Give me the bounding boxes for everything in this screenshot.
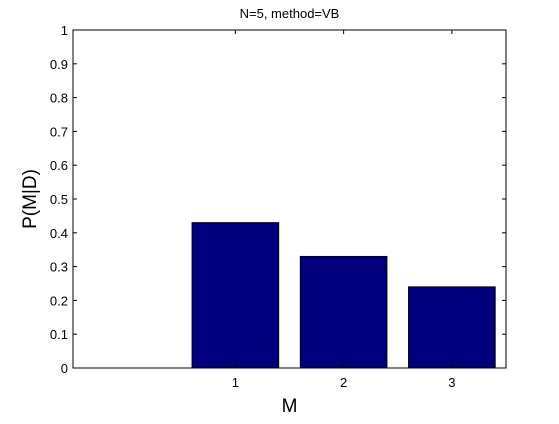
y-tick-label: 1 bbox=[61, 23, 68, 38]
y-tick-label: 0.8 bbox=[50, 91, 68, 106]
y-tick-label: 0.2 bbox=[50, 293, 68, 308]
y-tick-label: 0.3 bbox=[50, 260, 68, 275]
y-tick-label: 0.5 bbox=[50, 192, 68, 207]
y-tick-label: 0.1 bbox=[50, 327, 68, 342]
x-tick-label: 2 bbox=[340, 375, 347, 390]
chart-title: N=5, method=VB bbox=[240, 6, 340, 21]
y-tick-label: 0 bbox=[61, 361, 68, 376]
bars-group bbox=[191, 222, 496, 369]
y-tick-label: 0.6 bbox=[50, 158, 68, 173]
bar-1 bbox=[191, 222, 280, 369]
x-tick-label: 3 bbox=[448, 375, 455, 390]
bar-3 bbox=[408, 286, 496, 369]
plot-frame bbox=[72, 29, 507, 369]
ticks-group: 1 2 3 0 0.1 0.2 0.3 0.4 0.5 0.6 0.7 0.8 0.9 1 bbox=[50, 23, 506, 390]
x-tick-label: 1 bbox=[232, 375, 239, 390]
bar-2 bbox=[299, 255, 388, 369]
y-tick-label: 0.7 bbox=[50, 124, 68, 139]
y-tick-label: 0.9 bbox=[50, 57, 68, 72]
y-tick-label: 0.4 bbox=[50, 226, 68, 241]
y-axis-title: P(M|D) bbox=[20, 169, 41, 229]
x-axis-title: M bbox=[282, 396, 298, 417]
